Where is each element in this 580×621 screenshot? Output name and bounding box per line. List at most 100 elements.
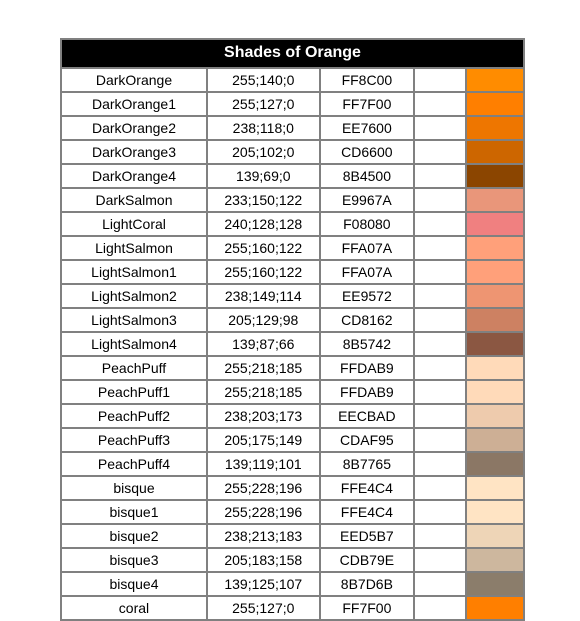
- color-rgb-cell: 205;102;0: [207, 140, 320, 164]
- gap-cell: [414, 500, 466, 524]
- color-hex-cell: FF8C00: [320, 68, 415, 92]
- color-swatch: [466, 380, 524, 404]
- color-swatch: [466, 476, 524, 500]
- color-hex-cell: 8B5742: [320, 332, 415, 356]
- color-name-cell: LightSalmon1: [61, 260, 207, 284]
- color-swatch: [466, 260, 524, 284]
- color-table: Shades of Orange DarkOrange255;140;0FF8C…: [60, 38, 525, 621]
- color-swatch: [466, 524, 524, 548]
- color-name-cell: DarkOrange: [61, 68, 207, 92]
- color-rgb-cell: 255;228;196: [207, 476, 320, 500]
- gap-cell: [414, 476, 466, 500]
- table-row: LightSalmon2238;149;114EE9572: [61, 284, 524, 308]
- color-name-cell: PeachPuff3: [61, 428, 207, 452]
- color-name-cell: LightSalmon3: [61, 308, 207, 332]
- table-row: DarkOrange4139;69;08B4500: [61, 164, 524, 188]
- color-name-cell: DarkOrange4: [61, 164, 207, 188]
- table-row: PeachPuff1255;218;185FFDAB9: [61, 380, 524, 404]
- color-rgb-cell: 139;119;101: [207, 452, 320, 476]
- color-hex-cell: CDB79E: [320, 548, 415, 572]
- color-swatch: [466, 284, 524, 308]
- table-row: bisque255;228;196FFE4C4: [61, 476, 524, 500]
- color-name-cell: PeachPuff2: [61, 404, 207, 428]
- color-name-cell: PeachPuff1: [61, 380, 207, 404]
- table-row: DarkOrange1255;127;0FF7F00: [61, 92, 524, 116]
- color-rgb-cell: 255;160;122: [207, 260, 320, 284]
- color-hex-cell: CDAF95: [320, 428, 415, 452]
- color-rgb-cell: 139;125;107: [207, 572, 320, 596]
- table-row: DarkSalmon233;150;122E9967A: [61, 188, 524, 212]
- gap-cell: [414, 284, 466, 308]
- color-hex-cell: EECBAD: [320, 404, 415, 428]
- table-body: DarkOrange255;140;0FF8C00DarkOrange1255;…: [61, 68, 524, 620]
- color-name-cell: bisque: [61, 476, 207, 500]
- color-hex-cell: FFDAB9: [320, 356, 415, 380]
- table-row: PeachPuff3205;175;149CDAF95: [61, 428, 524, 452]
- color-rgb-cell: 205;129;98: [207, 308, 320, 332]
- color-hex-cell: FFA07A: [320, 236, 415, 260]
- table-row: PeachPuff2238;203;173EECBAD: [61, 404, 524, 428]
- gap-cell: [414, 260, 466, 284]
- color-name-cell: LightSalmon: [61, 236, 207, 260]
- color-name-cell: DarkSalmon: [61, 188, 207, 212]
- table-row: LightSalmon3205;129;98CD8162: [61, 308, 524, 332]
- color-name-cell: bisque3: [61, 548, 207, 572]
- table-row: DarkOrange3205;102;0CD6600: [61, 140, 524, 164]
- gap-cell: [414, 596, 466, 620]
- table-row: LightSalmon1255;160;122FFA07A: [61, 260, 524, 284]
- table-row: LightSalmon4139;87;668B5742: [61, 332, 524, 356]
- gap-cell: [414, 164, 466, 188]
- color-swatch: [466, 116, 524, 140]
- gap-cell: [414, 236, 466, 260]
- gap-cell: [414, 188, 466, 212]
- color-swatch: [466, 140, 524, 164]
- gap-cell: [414, 572, 466, 596]
- color-swatch: [466, 404, 524, 428]
- color-hex-cell: 8B7D6B: [320, 572, 415, 596]
- color-rgb-cell: 205;183;158: [207, 548, 320, 572]
- gap-cell: [414, 308, 466, 332]
- color-hex-cell: FF7F00: [320, 596, 415, 620]
- color-swatch: [466, 164, 524, 188]
- color-rgb-cell: 238;118;0: [207, 116, 320, 140]
- color-name-cell: coral: [61, 596, 207, 620]
- color-name-cell: DarkOrange2: [61, 116, 207, 140]
- table-row: bisque2238;213;183EED5B7: [61, 524, 524, 548]
- color-swatch: [466, 572, 524, 596]
- color-rgb-cell: 255;160;122: [207, 236, 320, 260]
- table-row: bisque1255;228;196FFE4C4: [61, 500, 524, 524]
- color-swatch: [466, 500, 524, 524]
- color-hex-cell: CD6600: [320, 140, 415, 164]
- table-row: LightSalmon255;160;122FFA07A: [61, 236, 524, 260]
- color-swatch: [466, 188, 524, 212]
- color-swatch: [466, 548, 524, 572]
- color-name-cell: LightSalmon4: [61, 332, 207, 356]
- color-rgb-cell: 255;140;0: [207, 68, 320, 92]
- color-hex-cell: FFDAB9: [320, 380, 415, 404]
- gap-cell: [414, 524, 466, 548]
- color-rgb-cell: 240;128;128: [207, 212, 320, 236]
- gap-cell: [414, 212, 466, 236]
- color-name-cell: LightSalmon2: [61, 284, 207, 308]
- color-rgb-cell: 255;127;0: [207, 92, 320, 116]
- color-hex-cell: FFA07A: [320, 260, 415, 284]
- gap-cell: [414, 116, 466, 140]
- table-row: DarkOrange255;140;0FF8C00: [61, 68, 524, 92]
- color-swatch: [466, 212, 524, 236]
- color-swatch: [466, 452, 524, 476]
- color-rgb-cell: 205;175;149: [207, 428, 320, 452]
- color-rgb-cell: 238;149;114: [207, 284, 320, 308]
- table-title: Shades of Orange: [61, 39, 524, 68]
- color-swatch: [466, 68, 524, 92]
- color-hex-cell: EED5B7: [320, 524, 415, 548]
- color-hex-cell: FFE4C4: [320, 476, 415, 500]
- color-swatch: [466, 356, 524, 380]
- gap-cell: [414, 428, 466, 452]
- gap-cell: [414, 332, 466, 356]
- table-row: coral255;127;0FF7F00: [61, 596, 524, 620]
- color-swatch: [466, 596, 524, 620]
- table-row: PeachPuff255;218;185FFDAB9: [61, 356, 524, 380]
- color-rgb-cell: 238;203;173: [207, 404, 320, 428]
- color-swatch: [466, 308, 524, 332]
- color-name-cell: PeachPuff4: [61, 452, 207, 476]
